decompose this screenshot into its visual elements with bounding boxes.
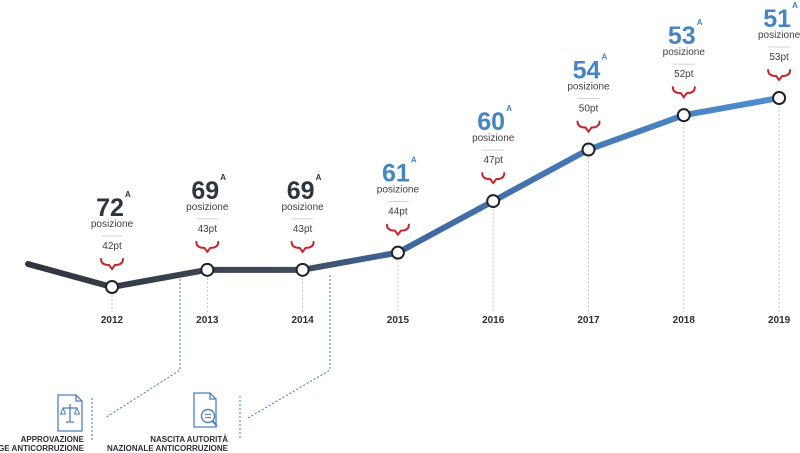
bracket-2019: [767, 69, 792, 82]
milestone-legge: APPROVAZIONE LEGGE ANTICORRUZIONE: [0, 394, 85, 453]
rank-sup-2019: A: [792, 1, 798, 10]
score-label-2014: 43pt: [293, 224, 313, 235]
rank-sup-2018: A: [697, 18, 703, 27]
rank-label-2012: 72: [96, 194, 124, 222]
posizione-label-2012: posizione: [91, 219, 134, 230]
series-line-group: [25, 91, 787, 294]
point-2014: [295, 262, 310, 277]
point-2019: [772, 91, 787, 105]
rank-label-2016: 60: [477, 108, 505, 136]
bracket-2014: [290, 240, 315, 254]
milestone-link-legge: [104, 275, 181, 419]
posizione-label-2018: posizione: [663, 47, 706, 58]
posizione-label-2019: posizione: [758, 30, 800, 41]
magnifier-document-icon: [193, 392, 218, 428]
score-label-2013: 43pt: [198, 224, 218, 235]
milestone-links: [91, 275, 331, 440]
year-label-2016: 2016: [482, 315, 505, 326]
bracket-2017: [576, 120, 601, 134]
milestone-anac-line2: NAZIONALE ANTICORRUZIONE: [107, 444, 229, 453]
year-label-2019: 2019: [768, 315, 791, 326]
year-label-2012: 2012: [101, 315, 124, 326]
rank-sup-2017: A: [602, 53, 608, 62]
point-2017: [581, 142, 596, 157]
bracket-2016: [481, 172, 506, 185]
year-label-2015: 2015: [387, 315, 410, 326]
point-2018: [676, 108, 691, 123]
guide-lines: [111, 106, 780, 312]
year-label-2018: 2018: [673, 315, 696, 326]
posizione-label-2017: posizione: [567, 82, 610, 93]
rank-label-2019: 51: [763, 5, 791, 33]
point-2012: [105, 280, 119, 294]
score-label-2015: 44pt: [388, 207, 408, 218]
rank-sup-2015: A: [411, 156, 417, 165]
rank-sup-2013: A: [220, 173, 226, 182]
score-label-2019: 53pt: [769, 52, 789, 63]
rank-label-2017: 54: [573, 57, 601, 85]
posizione-label-2013: posizione: [186, 202, 229, 213]
rank-label-2014: 69: [287, 177, 315, 205]
score-label-2016: 47pt: [483, 155, 503, 166]
posizione-label-2014: posizione: [281, 202, 324, 213]
rank-label-2015: 61: [382, 160, 410, 188]
rank-label-2013: 69: [191, 177, 219, 205]
year-label-2017: 2017: [577, 315, 600, 326]
point-2016: [486, 194, 501, 209]
point-2013: [200, 262, 215, 277]
rank-sup-2012: A: [125, 190, 131, 199]
rank-sup-2016: A: [506, 104, 512, 113]
milestone-link-anac: [247, 275, 331, 419]
year-label-2014: 2014: [291, 315, 314, 326]
rank-label-2018: 53: [668, 22, 696, 50]
bracket-2012: [100, 258, 124, 271]
bracket-2018: [671, 86, 696, 99]
posizione-label-2016: posizione: [472, 133, 515, 144]
milestone-anac-line1: NASCITA AUTORITÀ: [150, 435, 228, 444]
year-label-2013: 2013: [196, 315, 219, 326]
score-label-2012: 42pt: [102, 241, 122, 252]
bracket-2013: [195, 240, 220, 254]
x-axis-labels: 2012 2013 2014 2015 2016 2017 2018 2019: [101, 315, 791, 326]
milestone-anac: NASCITA AUTORITÀ NAZIONALE ANTICORRUZION…: [107, 392, 229, 453]
score-label-2017: 50pt: [579, 104, 599, 115]
milestone-legge-line1: APPROVAZIONE: [21, 435, 85, 444]
milestone-legge-line2: LEGGE ANTICORRUZIONE: [0, 444, 85, 453]
point-2015: [390, 245, 405, 260]
posizione-label-2015: posizione: [377, 185, 420, 196]
rank-sup-2014: A: [316, 173, 322, 182]
scales-document-icon: [57, 394, 83, 432]
score-label-2018: 52pt: [674, 69, 694, 80]
bracket-2015: [385, 223, 410, 237]
